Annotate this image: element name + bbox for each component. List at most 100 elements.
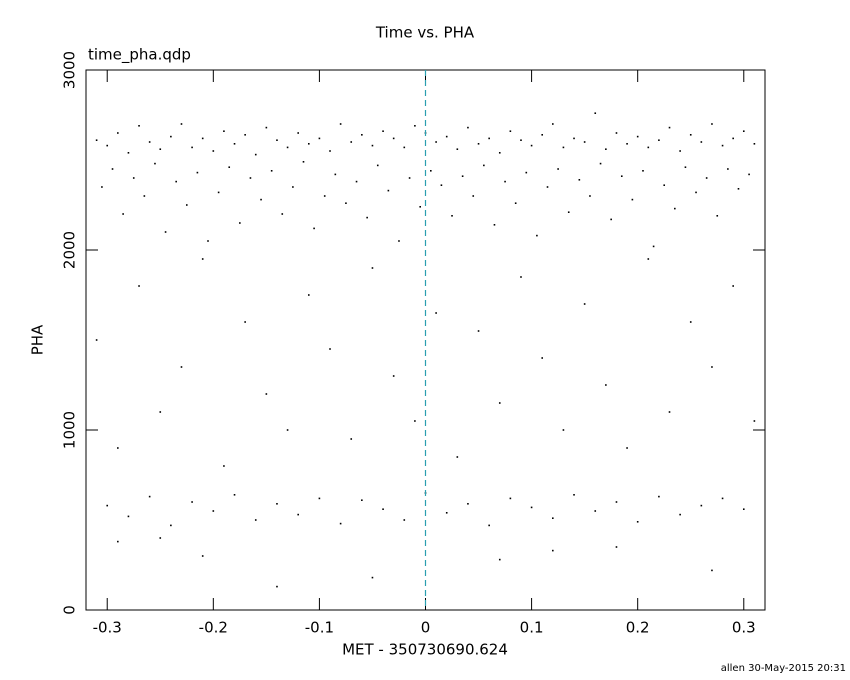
- point: [371, 267, 374, 269]
- y-axis-label: PHA: [29, 324, 47, 355]
- point: [244, 134, 246, 136]
- point: [477, 143, 480, 145]
- point: [382, 130, 384, 132]
- point: [138, 125, 140, 127]
- point: [647, 146, 650, 149]
- point: [265, 126, 268, 129]
- point: [223, 465, 225, 467]
- point: [408, 177, 411, 179]
- point: [313, 227, 315, 230]
- point: [297, 132, 299, 134]
- point: [307, 143, 310, 145]
- point: [445, 135, 448, 138]
- point: [445, 512, 448, 514]
- point: [668, 126, 671, 129]
- point: [567, 211, 570, 213]
- point: [159, 148, 162, 150]
- point: [493, 224, 496, 226]
- point: [95, 339, 98, 341]
- point: [674, 207, 676, 210]
- point: [583, 303, 586, 305]
- point: [392, 137, 395, 140]
- point: [191, 501, 193, 503]
- point: [514, 202, 517, 204]
- point: [552, 123, 554, 125]
- point: [583, 141, 586, 143]
- point: [212, 510, 215, 512]
- point: [159, 537, 162, 539]
- point: [159, 411, 162, 413]
- point: [748, 173, 750, 176]
- point: [520, 276, 522, 278]
- point: [254, 519, 257, 521]
- point: [201, 555, 204, 557]
- point: [573, 137, 575, 140]
- x-tick-label: 0: [421, 619, 431, 637]
- point: [355, 180, 358, 183]
- point: [753, 143, 756, 145]
- point: [509, 497, 512, 500]
- point: [260, 198, 262, 201]
- point: [430, 170, 432, 172]
- point: [711, 366, 713, 368]
- point: [276, 585, 278, 588]
- point: [376, 164, 379, 167]
- point: [541, 134, 544, 136]
- point: [233, 143, 236, 145]
- point: [117, 132, 119, 134]
- point: [716, 215, 719, 217]
- point: [276, 503, 278, 505]
- point: [217, 191, 220, 194]
- point: [727, 168, 729, 170]
- x-tick-label: 0.3: [732, 619, 756, 637]
- point: [520, 139, 522, 141]
- point: [265, 393, 268, 395]
- point: [318, 497, 321, 500]
- point: [228, 166, 231, 168]
- point: [392, 375, 395, 377]
- point: [525, 171, 528, 174]
- point: [148, 141, 151, 143]
- point: [658, 139, 660, 141]
- point: [589, 195, 591, 197]
- point: [541, 357, 544, 359]
- point: [164, 231, 167, 233]
- point: [361, 499, 363, 501]
- point: [350, 438, 353, 440]
- point: [154, 162, 156, 165]
- point: [732, 137, 734, 140]
- point: [498, 402, 501, 404]
- point: [679, 150, 681, 152]
- point: [530, 506, 533, 509]
- point: [689, 321, 692, 323]
- point: [170, 524, 172, 527]
- point: [329, 348, 331, 350]
- point: [180, 123, 183, 125]
- point: [334, 173, 337, 176]
- point: [711, 123, 713, 125]
- point: [201, 137, 204, 140]
- point: [345, 202, 347, 204]
- point: [615, 501, 618, 503]
- point: [658, 495, 660, 498]
- point: [249, 177, 252, 179]
- point: [652, 245, 655, 248]
- point: [117, 447, 119, 449]
- point: [721, 144, 724, 147]
- point: [546, 186, 549, 188]
- point: [594, 510, 597, 512]
- x-tick-label: 0.2: [626, 619, 650, 637]
- point: [605, 384, 607, 386]
- y-tick-label: 3000: [61, 51, 79, 89]
- point: [111, 168, 114, 170]
- x-tick-label: -0.1: [305, 619, 334, 637]
- point: [679, 513, 681, 516]
- point: [292, 186, 294, 188]
- point: [414, 420, 416, 422]
- point: [647, 258, 650, 260]
- y-tick-label: 2000: [61, 231, 79, 269]
- point: [387, 189, 390, 192]
- point: [684, 166, 687, 168]
- point: [244, 321, 246, 323]
